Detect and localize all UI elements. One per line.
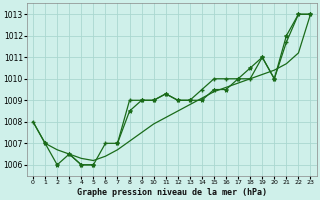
X-axis label: Graphe pression niveau de la mer (hPa): Graphe pression niveau de la mer (hPa) xyxy=(77,188,267,197)
